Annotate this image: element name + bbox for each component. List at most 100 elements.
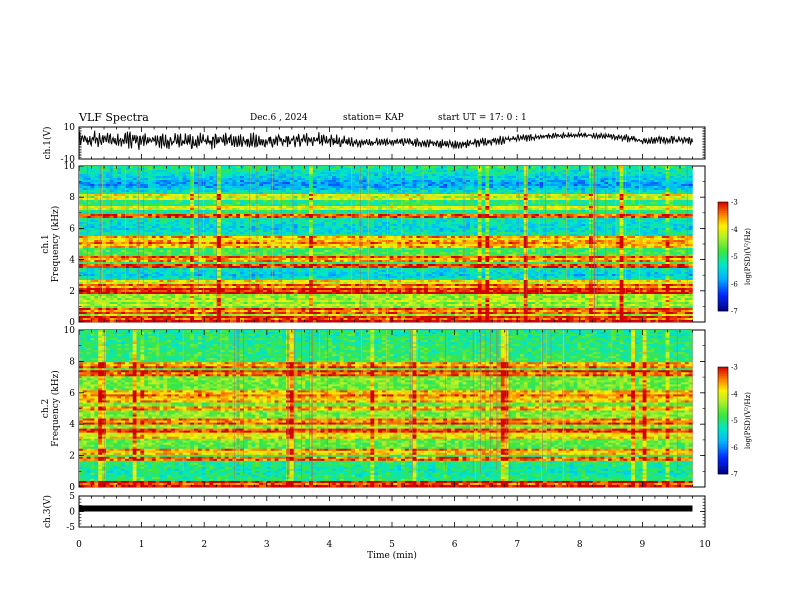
spectrogram-cell	[677, 166, 681, 168]
spectrogram-cell	[554, 194, 558, 196]
spectrogram-cell	[589, 196, 593, 198]
spectrogram-cell	[232, 186, 236, 188]
spectrogram-cell	[551, 180, 555, 182]
spectrogram-cell	[459, 166, 463, 168]
spectrogram-cell	[370, 168, 374, 170]
spectrogram-cell	[505, 188, 509, 190]
spectrogram-cell	[466, 196, 470, 198]
spectrogram-cell	[332, 166, 336, 168]
spectrogram-cell	[324, 186, 328, 188]
spectrogram-cell	[83, 194, 87, 196]
spectrogram-cell	[574, 180, 578, 182]
spectrogram-cell	[390, 188, 394, 190]
spectrogram-cell	[232, 176, 236, 178]
spectrogram-cell	[393, 182, 397, 184]
spectrogram-cell	[666, 196, 670, 198]
spectrogram-cell	[485, 166, 489, 168]
spectrogram-cell	[324, 172, 328, 174]
spectrogram-cell	[666, 182, 670, 184]
spectrogram-cell	[539, 170, 543, 172]
spectrogram-cell	[600, 188, 604, 190]
spectrogram-cell	[144, 174, 148, 176]
spectrogram-cell	[83, 174, 87, 176]
spectrogram-cell	[301, 188, 305, 190]
spectrogram-cell	[313, 180, 317, 182]
spectrogram-cell	[413, 184, 417, 186]
spectrogram-cell	[646, 166, 650, 168]
spectrogram-cell	[282, 188, 286, 190]
spectrogram-cell	[190, 166, 194, 168]
spectrogram-cell	[221, 192, 225, 194]
spectrogram-cell	[206, 194, 210, 196]
spectrogram-cell	[359, 192, 363, 194]
spectrogram-cell	[221, 180, 225, 182]
spectrogram-cell	[616, 176, 620, 178]
spectrogram-cell	[206, 170, 210, 172]
spectrogram-cell	[370, 172, 374, 174]
spectrogram-cell	[106, 192, 110, 194]
spectrogram-cell	[336, 182, 340, 184]
spectrogram-cell	[462, 180, 466, 182]
spectrogram-cell	[677, 186, 681, 188]
spectrogram-cell	[156, 176, 160, 178]
spectrogram-cell	[390, 196, 394, 198]
spectrogram-cell	[255, 194, 259, 196]
spectrogram-cell	[286, 166, 290, 168]
spectrogram-cell	[121, 172, 125, 174]
spectrogram-cell	[554, 184, 558, 186]
spectrogram-cell	[121, 192, 125, 194]
spectrogram-cell	[378, 196, 382, 198]
spectrogram-cell	[524, 194, 528, 196]
spectrogram-cell	[393, 180, 397, 182]
spectrogram-cell	[156, 192, 160, 194]
spectrogram-cell	[221, 186, 225, 188]
spectrogram-cell	[290, 192, 294, 194]
spectrogram-cell	[252, 196, 256, 198]
spectrogram-cell	[474, 172, 478, 174]
spectrogram-cell	[374, 190, 378, 192]
spectrogram-cell	[355, 166, 359, 168]
spectrogram-cell	[186, 186, 190, 188]
spectrogram-cell	[382, 190, 386, 192]
spectrogram-cell	[225, 176, 229, 178]
spectrogram-cell	[562, 188, 566, 190]
spectrogram-cell	[539, 174, 543, 176]
spectrogram-cell	[520, 184, 524, 186]
spectrogram-cell	[397, 186, 401, 188]
spectrogram-cell	[275, 192, 279, 194]
spectrogram-cell	[685, 178, 689, 180]
spectrogram-cell	[547, 168, 551, 170]
spectrogram-cell	[585, 166, 589, 168]
spectrogram-cell	[616, 178, 620, 180]
spectrogram-cell	[520, 194, 524, 196]
spectrogram-cell	[244, 170, 248, 172]
spectrogram-cell	[432, 166, 436, 168]
spectrogram-cell	[263, 186, 267, 188]
spectrogram-cell	[478, 192, 482, 194]
spectrogram-cell	[206, 196, 210, 198]
spectrogram-cell	[551, 170, 555, 172]
spectrogram-cell	[685, 182, 689, 184]
spectrogram-cell	[355, 190, 359, 192]
spectrogram-cell	[336, 196, 340, 198]
spectrogram-cell	[535, 182, 539, 184]
spectrogram-cell	[485, 184, 489, 186]
spectrogram-cell	[290, 196, 294, 198]
spectrogram-cell	[439, 178, 443, 180]
spectrogram-cell	[367, 196, 371, 198]
spectrogram-cell	[370, 182, 374, 184]
spectrogram-cell	[163, 182, 167, 184]
spectrogram-cell	[604, 172, 608, 174]
spectrogram-cell	[94, 198, 98, 200]
spectrogram-cell	[133, 194, 137, 196]
spectrogram-cell	[209, 182, 213, 184]
spectrogram-cell	[114, 194, 118, 196]
spectrogram-cell	[539, 190, 543, 192]
spectrogram-cell	[497, 180, 501, 182]
spectrogram-cell	[313, 194, 317, 196]
spectrogram-cell	[547, 192, 551, 194]
spectrogram-cell	[459, 178, 463, 180]
spectrogram-cell	[374, 174, 378, 176]
spectrogram-cell	[493, 176, 497, 178]
spectrogram-cell	[439, 188, 443, 190]
